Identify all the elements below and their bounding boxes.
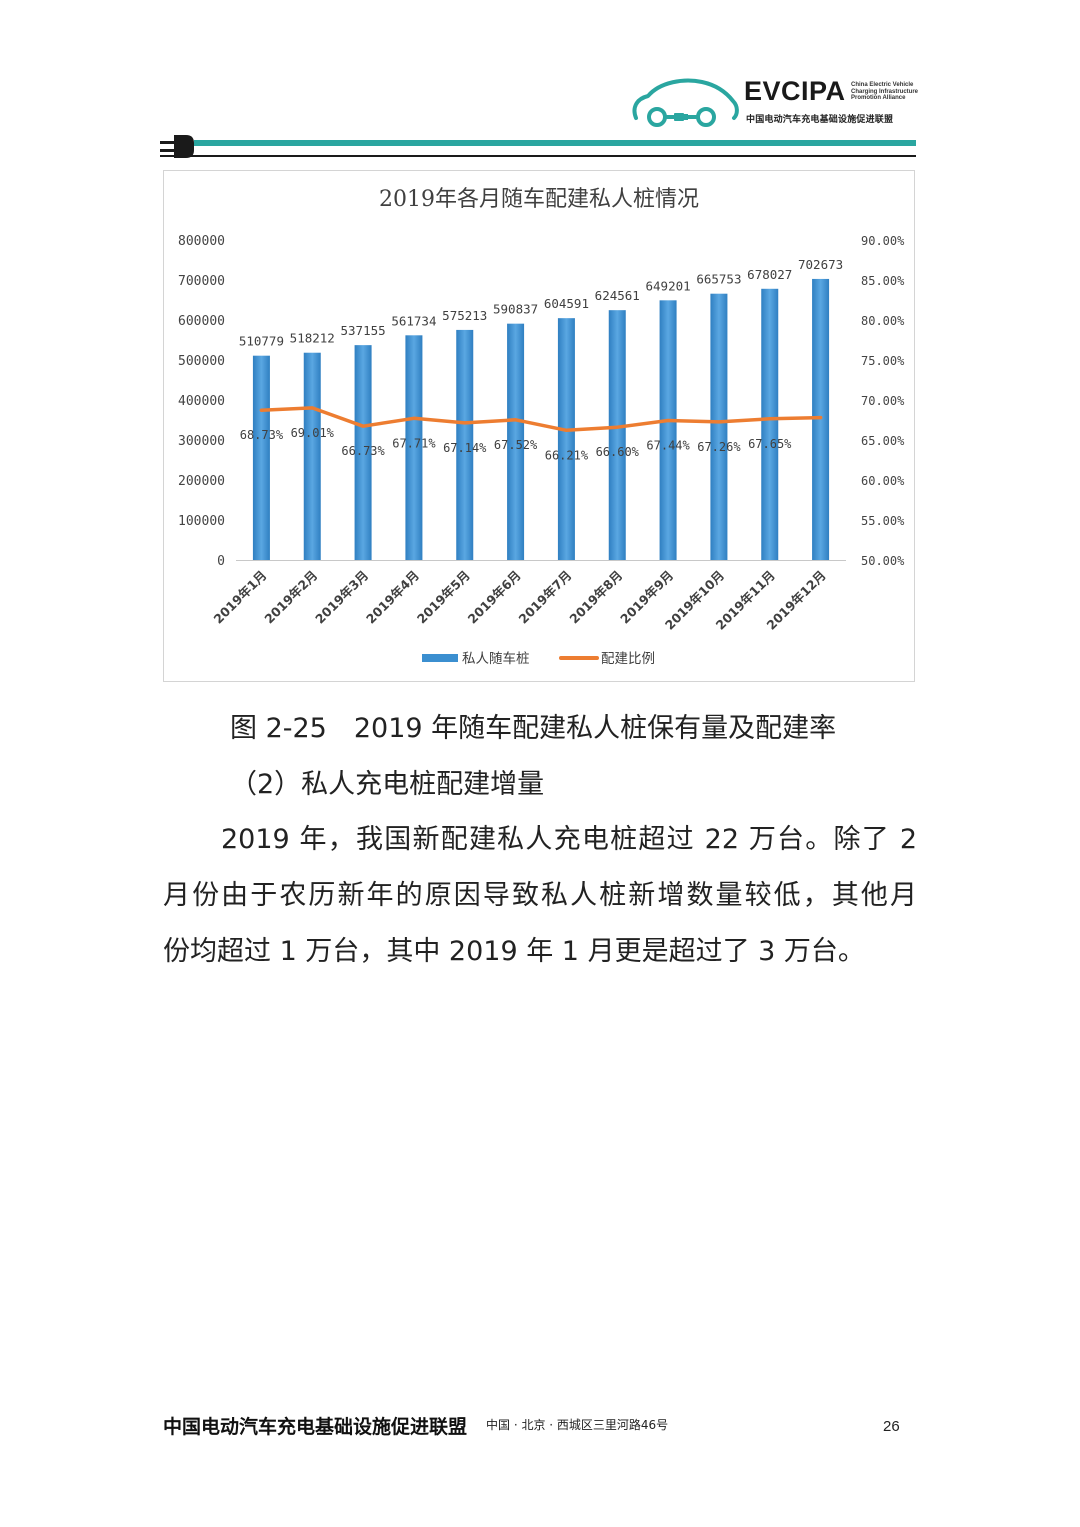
bar-data-label: 537155 xyxy=(341,323,386,338)
line-data-label: 67.14% xyxy=(443,441,487,455)
bar-data-label: 590837 xyxy=(493,302,538,317)
logo-english-name: China Electric Vehicle Charging Infrastr… xyxy=(851,82,921,102)
body-paragraph: 2019 年，我国新配建私人充电桩超过 22 万台。除了 2 月份由于农历新年的… xyxy=(163,812,917,980)
combo-chart: 2019年各月随车配建私人桩情况 0 100000 200000 300000 40000… xyxy=(178,187,905,667)
bar-data-label: 649201 xyxy=(646,278,691,293)
y-axis-tick-label: 300000 xyxy=(178,434,225,449)
line-data-label: 67.71% xyxy=(392,436,436,450)
x-axis-category-label: 2019年4月 xyxy=(363,568,422,627)
legend-swatch-bar xyxy=(422,654,458,662)
page-number: 26 xyxy=(883,1418,900,1435)
y2-axis-tick-label: 65.00% xyxy=(861,434,905,448)
line-data-label: 66.60% xyxy=(596,445,640,459)
line-data-label: 68.73% xyxy=(240,428,284,442)
x-axis-category-label: 2019年1月 xyxy=(210,568,269,627)
logo-en-line: Promotion Alliance xyxy=(851,95,906,101)
line-data-label: 67.65% xyxy=(748,437,792,451)
line-data-label: 67.44% xyxy=(646,438,690,452)
y2-axis-tick-label: 50.00% xyxy=(861,554,905,568)
footer-organization: 中国电动汽车充电基础设施促进联盟 xyxy=(163,1416,468,1438)
bar xyxy=(303,352,321,560)
bar-data-label: 510779 xyxy=(239,334,284,349)
y-axis-tick-label: 800000 xyxy=(178,234,225,249)
y2-axis-tick-label: 90.00% xyxy=(861,234,905,248)
logo-wordmark: EVCIPA xyxy=(744,76,846,106)
bar-data-label: 518212 xyxy=(290,331,335,346)
bar xyxy=(557,318,575,560)
bar xyxy=(354,345,372,560)
y2-axis-tick-label: 75.00% xyxy=(861,354,905,368)
x-axis-category-label: 2019年6月 xyxy=(465,568,524,627)
logo-en-line: China Electric Vehicle xyxy=(851,82,914,88)
legend-label-bar: 私人随车桩 xyxy=(462,650,530,667)
x-axis-category-label: 2019年5月 xyxy=(414,568,473,627)
bar-data-label: 665753 xyxy=(696,272,741,287)
paragraph-line: 月份由于农历新年的原因导致私人桩新增数量较低，其他月 xyxy=(163,880,917,911)
figure-caption: 图 2-25 2019 年随车配建私人桩保有量及配建率 xyxy=(230,713,837,744)
chart-frame: 2019年各月随车配建私人桩情况 0 100000 200000 300000 40000… xyxy=(163,170,915,682)
plug-icon xyxy=(160,135,194,158)
header-graphics xyxy=(160,78,916,158)
y2-axis-tick-label: 85.00% xyxy=(861,274,905,288)
bar xyxy=(659,300,677,560)
y2-axis-tick-label: 80.00% xyxy=(861,314,905,328)
y-axis-tick-label: 500000 xyxy=(178,354,225,369)
ratio-line xyxy=(259,406,823,433)
bar-data-label: 604591 xyxy=(544,296,589,311)
section-subheading: （2）私人充电桩配建增量 xyxy=(230,769,545,800)
line-data-label: 67.26% xyxy=(697,440,741,454)
y-axis-tick-label: 0 xyxy=(217,554,225,569)
x-axis-category-label: 2019年2月 xyxy=(261,568,320,627)
y2-axis-tick-label: 60.00% xyxy=(861,474,905,488)
bar xyxy=(456,329,474,560)
y2-axis-tick-label: 70.00% xyxy=(861,394,905,408)
bar-data-label: 561734 xyxy=(391,313,436,328)
header-rule xyxy=(160,155,916,157)
x-axis-category-label: 2019年3月 xyxy=(312,568,371,627)
bar xyxy=(812,278,830,560)
bar xyxy=(507,323,525,560)
header-accent-line xyxy=(194,140,916,146)
plug-mini-icon xyxy=(674,113,688,121)
x-axis-category-label: 2019年7月 xyxy=(515,568,574,627)
logo-en-line: Charging Infrastructure xyxy=(851,88,919,95)
page-header: EVCIPA China Electric Vehicle Charging I… xyxy=(0,0,1080,170)
paragraph-line: 2019 年，我国新配建私人充电桩超过 22 万台。除了 2 xyxy=(221,824,917,855)
bar-data-label: 575213 xyxy=(442,308,487,323)
y-axis-tick-label: 600000 xyxy=(178,314,225,329)
line-data-label: 66.73% xyxy=(341,444,385,458)
line-data-label: 69.01% xyxy=(291,426,335,440)
bar-data-label: 624561 xyxy=(595,288,640,303)
chart-title: 2019年各月随车配建私人桩情况 xyxy=(379,187,699,212)
bar xyxy=(252,355,270,560)
bar xyxy=(405,335,423,560)
bar-data-label: 678027 xyxy=(747,267,792,282)
bar xyxy=(761,288,779,560)
x-axis-category-label: 2019年8月 xyxy=(566,568,625,627)
line-data-label: 66.21% xyxy=(545,448,589,462)
bar-data-label: 702673 xyxy=(798,257,843,272)
y-axis-tick-label: 100000 xyxy=(178,514,225,529)
y-axis-tick-label: 400000 xyxy=(178,394,225,409)
legend-label-line: 配建比例 xyxy=(601,651,655,667)
bar xyxy=(710,293,728,560)
logo-chinese-name: 中国电动汽车充电基础设施促进联盟 xyxy=(746,115,894,125)
y-axis-tick-label: 200000 xyxy=(178,474,225,489)
y2-axis-tick-label: 55.00% xyxy=(861,514,905,528)
paragraph-line: 份均超过 1 万台，其中 2019 年 1 月更是超过了 3 万台。 xyxy=(163,936,865,967)
y-axis-tick-label: 700000 xyxy=(178,274,225,289)
line-data-label: 67.52% xyxy=(494,438,538,452)
footer-address: 中国 · 北京 · 西城区三里河路46号 xyxy=(486,1418,669,1432)
bar xyxy=(608,310,626,560)
